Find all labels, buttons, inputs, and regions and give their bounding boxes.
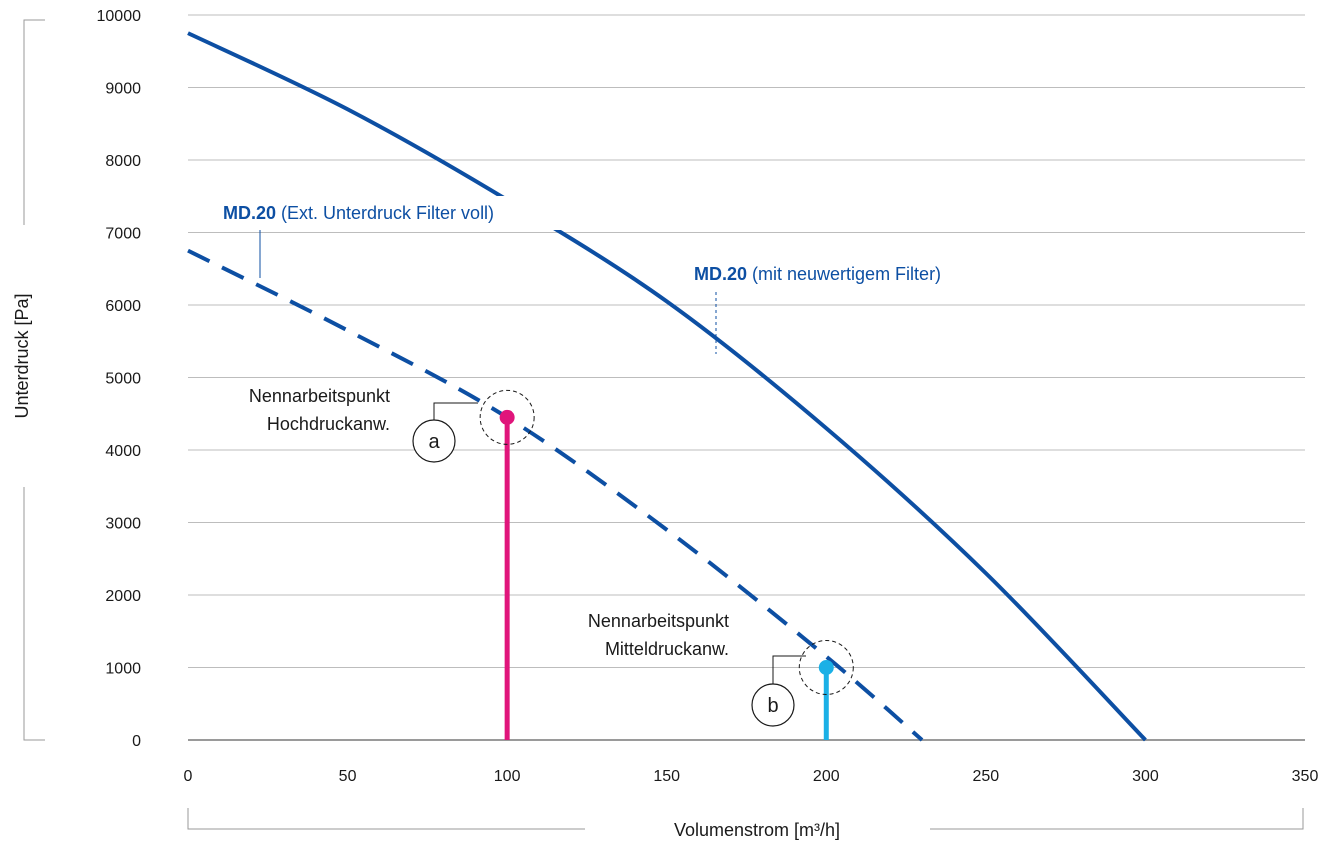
y-tick-label-6000: 6000	[105, 298, 141, 315]
y-tick-label-10000: 10000	[97, 8, 142, 25]
x-tick-label-250: 250	[973, 768, 1000, 785]
x-tick-label-150: 150	[653, 768, 680, 785]
y-tick-label-7000: 7000	[105, 226, 141, 243]
y-axis-title: Unterdruck [Pa]	[12, 293, 32, 418]
operating-point-ring-b	[798, 640, 854, 695]
y-tick-labels: 0 1000 2000 3000 4000 5000 6000 7000 8000 9000 100…	[97, 8, 142, 750]
y-tick-label-5000: 5000	[105, 371, 141, 388]
grid	[188, 14, 1305, 741]
operating-point-ring-a	[479, 389, 535, 445]
y-tick-label-3000: 3000	[105, 516, 141, 533]
annotation-b-letter: b	[767, 695, 778, 717]
x-axis-title: Volumenstrom [m³/h]	[674, 820, 840, 840]
svg-text:MD.20 (Ext. Unterdruck Filter: MD.20 (Ext. Unterdruck Filter voll)	[223, 203, 494, 223]
y-tick-label-0: 0	[132, 733, 141, 750]
series-line-1	[187, 248, 924, 742]
series-label-new-filter-rest: (mit neuwertigem Filter)	[747, 264, 941, 284]
y-axis-bracket	[23, 19, 45, 741]
y-tick-label-2000: 2000	[105, 588, 141, 605]
x-tick-labels: 0 50 100 150 200 250 300 350	[184, 768, 1319, 785]
y-tick-label-9000: 9000	[105, 81, 141, 98]
operating-points	[479, 389, 854, 740]
annotation-b-line1: Nennarbeitspunkt	[588, 611, 729, 631]
x-tick-label-350: 350	[1292, 768, 1319, 785]
y-tick-label-4000: 4000	[105, 443, 141, 460]
svg-text:MD.20 (mit neuwertigem Filter): MD.20 (mit neuwertigem Filter)	[694, 264, 941, 284]
series-label-filter-full: MD.20 (Ext. Unterdruck Filter voll)	[217, 196, 589, 278]
x-tick-label-0: 0	[184, 768, 193, 785]
x-tick-label-300: 300	[1132, 768, 1159, 785]
x-axis-bracket	[187, 808, 1304, 830]
series-line-0	[187, 31, 1147, 742]
operating-point-dot-b	[818, 660, 834, 675]
annotation-a-letter: a	[428, 431, 440, 453]
annotation-b: Nennarbeitspunkt Mitteldruckanw. b	[535, 603, 806, 727]
y-tick-label-8000: 8000	[105, 153, 141, 170]
series-label-filter-full-bold: MD.20	[223, 203, 276, 223]
x-tick-label-50: 50	[339, 768, 357, 785]
x-tick-label-200: 200	[813, 768, 840, 785]
series-group	[187, 31, 1147, 742]
y-tick-label-1000: 1000	[105, 661, 141, 678]
x-tick-label-100: 100	[494, 768, 521, 785]
operating-point-dot-a	[499, 409, 515, 425]
annotation-b-line2: Mitteldruckanw.	[605, 639, 729, 659]
series-label-new-filter-bold: MD.20	[694, 264, 747, 284]
series-label-filter-full-rest: (Ext. Unterdruck Filter voll)	[276, 203, 494, 223]
series-label-new-filter: MD.20 (mit neuwertigem Filter)	[688, 258, 1028, 354]
annotation-a-line2: Hochdruckanw.	[267, 414, 390, 434]
annotation-a: Nennarbeitspunkt Hochdruckanw. a	[198, 378, 478, 463]
annotation-a-line1: Nennarbeitspunkt	[249, 386, 390, 406]
